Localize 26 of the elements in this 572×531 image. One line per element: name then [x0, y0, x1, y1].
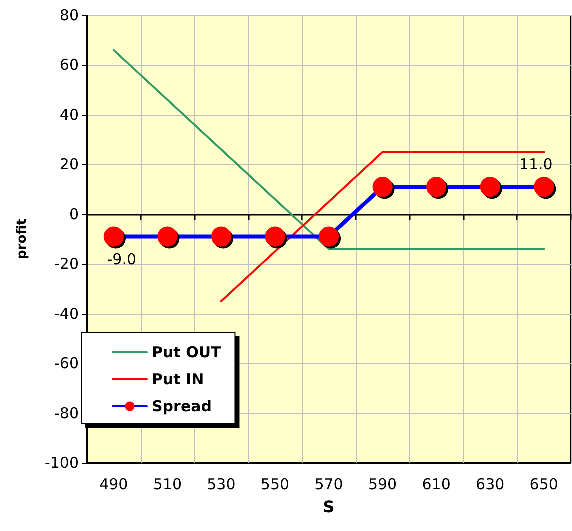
- y-tick-label: -40: [54, 304, 79, 323]
- x-tick-label: 590: [368, 476, 398, 494]
- y-tick-label: -100: [44, 454, 79, 472]
- y-axis-title: profit: [15, 219, 30, 260]
- x-tick-label: 490: [100, 476, 128, 494]
- data-label: 11.0: [519, 156, 553, 174]
- data-label: -9.0: [107, 250, 137, 268]
- x-tick-label: 550: [260, 476, 290, 494]
- y-tick-label: 40: [60, 106, 79, 124]
- y-tick-label: -20: [54, 255, 79, 274]
- y-tick-label: -60: [54, 354, 79, 373]
- x-tick-label: 510: [153, 476, 182, 494]
- x-tick-label: 610: [422, 476, 451, 494]
- y-tick-label: 60: [60, 56, 79, 74]
- y-tick-label: 20: [60, 156, 79, 174]
- y-tick-label: -80: [54, 404, 79, 422]
- x-tick-label: 570: [314, 476, 344, 494]
- legend-label: Spread: [152, 398, 212, 416]
- x-tick-label: 530: [207, 476, 236, 494]
- legend-label: Put OUT: [152, 344, 222, 362]
- y-tick-label: 0: [69, 205, 79, 224]
- x-tick-label: 630: [476, 476, 505, 494]
- x-tick-label: 650: [530, 476, 558, 494]
- x-axis-title: S: [323, 498, 335, 516]
- legend-label: Put IN: [152, 370, 204, 388]
- y-tick-label: 80: [60, 6, 79, 24]
